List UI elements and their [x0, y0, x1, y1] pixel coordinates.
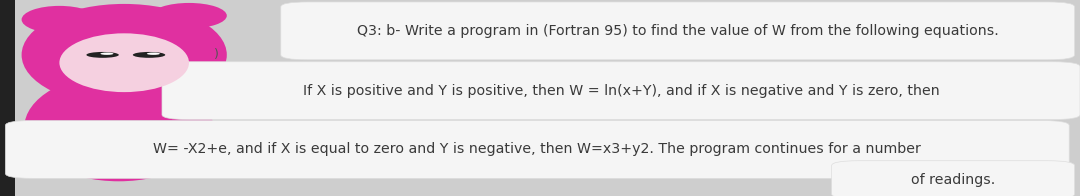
Ellipse shape [22, 4, 227, 106]
Ellipse shape [151, 3, 227, 28]
Ellipse shape [59, 33, 189, 92]
Text: ): ) [214, 48, 219, 61]
Text: of readings.: of readings. [910, 173, 996, 187]
Text: Q3: b- Write a program in (Fortran 95) to find the value of W from the following: Q3: b- Write a program in (Fortran 95) t… [356, 24, 999, 38]
FancyBboxPatch shape [162, 62, 1080, 120]
Circle shape [133, 52, 165, 58]
Circle shape [100, 53, 113, 55]
FancyBboxPatch shape [832, 161, 1075, 196]
Ellipse shape [24, 74, 214, 181]
Circle shape [147, 53, 160, 55]
Text: W= -X2+e, and if X is equal to zero and Y is negative, then W=x3+y2. The program: W= -X2+e, and if X is equal to zero and … [153, 142, 921, 156]
Circle shape [86, 52, 119, 58]
Text: If X is positive and Y is positive, then W = ln(x+Y), and if X is negative and Y: If X is positive and Y is positive, then… [302, 84, 940, 98]
Ellipse shape [22, 6, 97, 33]
FancyBboxPatch shape [5, 121, 1069, 178]
Bar [0, 0, 15, 196]
FancyBboxPatch shape [281, 2, 1075, 60]
